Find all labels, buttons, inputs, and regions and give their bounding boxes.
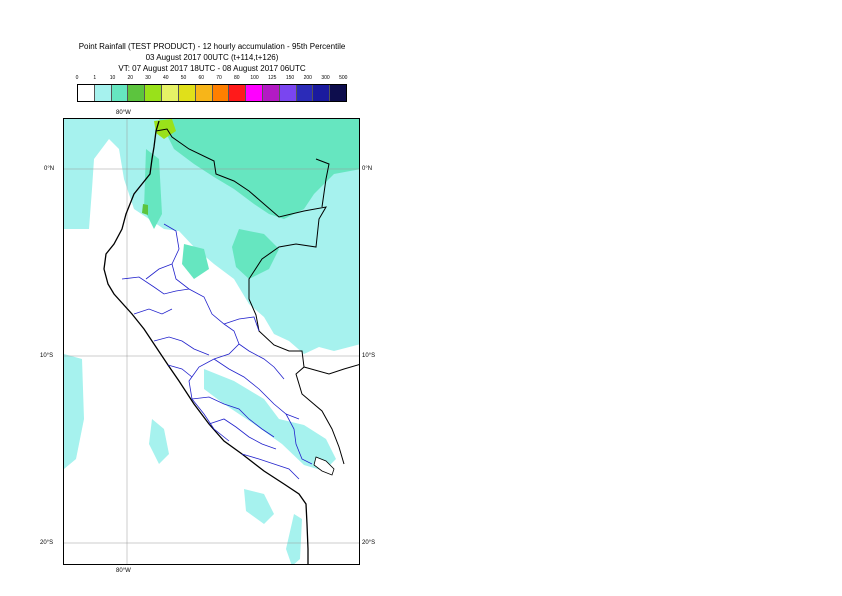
regional-border (167, 364, 193, 378)
lon-label-top: 80°W (116, 110, 131, 116)
rainfall-field-light (286, 514, 302, 564)
rainfall-field-light (149, 419, 169, 464)
legend-swatch (262, 85, 280, 101)
legend-swatch (330, 85, 346, 101)
regional-border (191, 396, 275, 438)
regional-border (238, 343, 285, 380)
legend-label: 100 (250, 75, 259, 81)
lat-label-right-0: 0°N (362, 166, 373, 172)
regional-border (241, 453, 300, 480)
legend-swatch (162, 85, 179, 101)
legend-label: 60 (198, 75, 205, 81)
legend-label: 125 (268, 75, 277, 81)
regional-border (153, 336, 210, 356)
legend-swatch (246, 85, 263, 101)
legend-swatch (296, 85, 314, 101)
lat-label-left-0: 0°N (44, 166, 55, 172)
legend-swatch (178, 85, 196, 101)
rainfall-field-light (204, 369, 336, 471)
rainfall-map (64, 119, 359, 564)
legend-label: 500 (339, 75, 348, 81)
legend-labels: 0 1 10 20 30 40 50 60 70 80 100 125 150 … (0, 75, 842, 84)
legend-label: 10 (109, 75, 116, 81)
lat-label-right-20: 20°S (362, 540, 376, 546)
regional-border (223, 316, 260, 332)
legend-swatch (94, 85, 112, 101)
lat-label-left-20: 20°S (40, 540, 54, 546)
lake-titicaca (313, 456, 335, 476)
regional-border (145, 263, 173, 280)
regional-border (133, 308, 173, 315)
legend-swatch (195, 85, 213, 101)
map-canvas[interactable] (63, 118, 360, 565)
legend-swatch (229, 85, 247, 101)
legend-label: 80 (233, 75, 240, 81)
national-border (315, 158, 330, 208)
legend-swatch (279, 85, 297, 101)
legend-swatch (78, 85, 95, 101)
regional-border (208, 418, 277, 450)
national-border (155, 128, 345, 465)
map-title: Point Rainfall (TEST PRODUCT) - 12 hourl… (78, 42, 346, 51)
legend-label: 40 (162, 75, 169, 81)
regional-border (285, 413, 313, 465)
legend-label: 0 (75, 75, 79, 81)
rainfall-field-medium (232, 229, 279, 279)
regional-border (121, 276, 190, 295)
legend-label: 200 (303, 75, 312, 81)
lat-label-right-10: 10°S (362, 353, 376, 359)
legend-swatch (212, 85, 230, 101)
lon-label-bottom: 80°W (116, 568, 131, 574)
lat-label-left-10: 10°S (40, 353, 54, 359)
legend-label: 20 (127, 75, 134, 81)
rainfall-field-heavy (142, 204, 148, 215)
legend-label: 70 (216, 75, 222, 81)
rainfall-field-medium (182, 244, 209, 279)
legend-label: 50 (180, 75, 187, 81)
legend-swatch (128, 85, 146, 101)
rainfall-field-light (244, 489, 274, 524)
legend-color-bar (77, 84, 347, 102)
legend-swatch (145, 85, 163, 101)
legend-label: 300 (321, 75, 330, 81)
map-run-time: 03 August 2017 00UTC (t+114,t+126) (145, 53, 279, 62)
legend-label: 1 (93, 75, 97, 81)
map-validity-time: VT: 07 August 2017 18UTC - 08 August 201… (118, 64, 306, 73)
legend-swatch (111, 85, 129, 101)
legend-swatch (313, 85, 331, 101)
rainfall-field-light (64, 354, 84, 469)
legend-label: 150 (285, 75, 295, 81)
legend-label: 30 (145, 75, 151, 81)
national-border (303, 364, 359, 375)
coastline (103, 120, 309, 564)
